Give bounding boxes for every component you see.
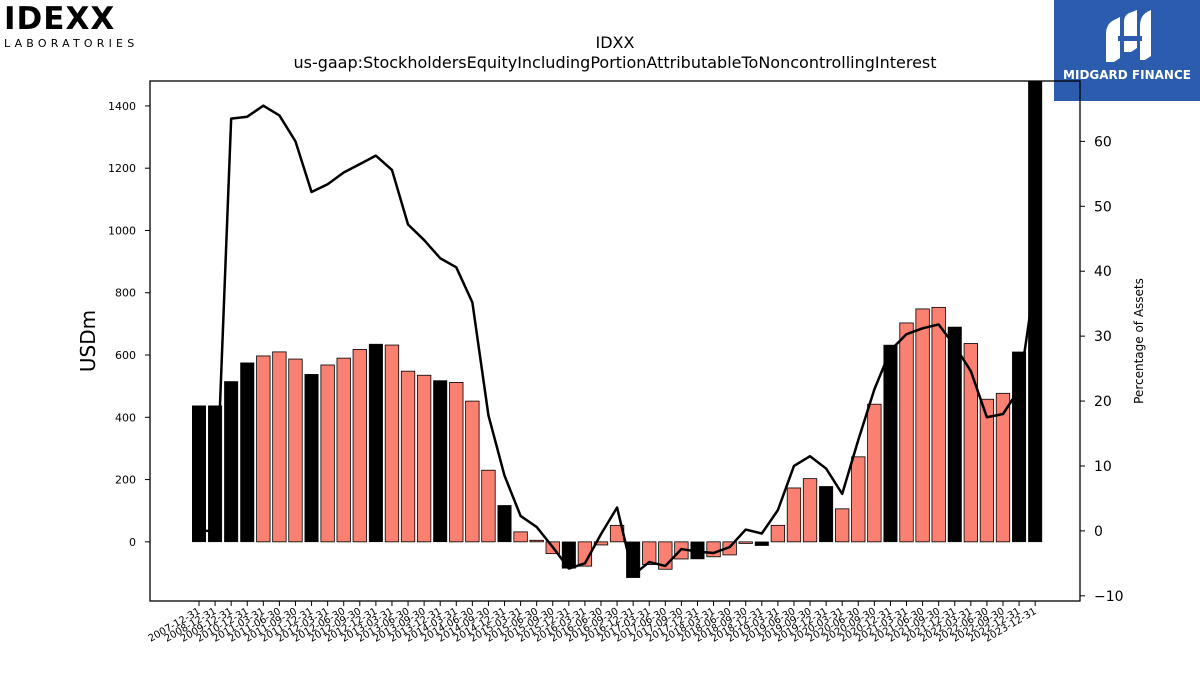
y2-tick-label: 10 [1094, 459, 1112, 475]
y2-tick-label: 60 [1094, 134, 1112, 150]
x-axis-ticks: 2007-12-312008-12-312009-12-312010-12-31… [147, 601, 1039, 645]
plot-frame [149, 80, 1081, 602]
bar-2019-06-30 [786, 487, 802, 543]
bar-2020-12-31 [883, 344, 898, 543]
bars-layer [192, 80, 1043, 578]
bar-2022-03-31 [963, 343, 978, 543]
bar-2019-03-31 [770, 524, 786, 543]
y2-tick-label: 40 [1094, 264, 1112, 280]
y-tick-label: 0 [129, 536, 136, 549]
bar-2013-12-31 [433, 380, 448, 543]
bar-2018-09-30 [738, 541, 753, 544]
bar-2015-03-31 [513, 531, 528, 543]
bar-2011-03-31 [256, 355, 271, 543]
bar-2007-12-31 [192, 405, 206, 543]
bar-2012-03-31 [320, 364, 335, 543]
bar-2012-09-30 [352, 349, 367, 543]
y2-tick-label: 20 [1094, 394, 1112, 410]
y2-axis-ticks: −10 0 10 20 30 40 50 60 [1080, 134, 1124, 605]
chart-title: IDXX [596, 33, 635, 52]
bar-2016-12-31 [626, 541, 641, 578]
bar-2022-06-30 [979, 398, 995, 543]
bar-2020-09-30 [867, 403, 882, 543]
bar-2012-06-30 [336, 357, 351, 543]
y-tick-label: 800 [115, 287, 136, 300]
bar-2019-09-30 [802, 478, 818, 543]
chart-subtitle: us-gaap:StockholdersEquityIncludingPorti… [293, 53, 936, 72]
midgard-finance-logo: MIDGARD FINANCE [1054, 0, 1200, 101]
bar-2020-03-31 [835, 508, 850, 543]
idexx-logo-word: IDEXX [4, 1, 116, 37]
bar-2010-12-31 [240, 362, 255, 543]
bar-2018-12-31 [754, 541, 769, 546]
idexx-logo-sub: LABORATORIES [4, 37, 139, 50]
y2-tick-label: 0 [1094, 524, 1103, 540]
y2-tick-label: 50 [1094, 199, 1112, 215]
midgard-emblem-icon [1106, 10, 1151, 62]
bar-2022-12-31 [1012, 351, 1027, 543]
bar-2015-06-30 [529, 539, 544, 543]
bar-2015-12-31 [561, 541, 576, 569]
percentage-line [199, 104, 1037, 577]
bar-2011-12-31 [304, 374, 319, 543]
bar-2012-12-31 [368, 343, 383, 543]
bar-2013-09-30 [416, 374, 432, 543]
y2-axis-label: Percentage of Assets [1132, 278, 1146, 404]
bar-2014-09-30 [481, 469, 496, 543]
bar-2009-12-31 [224, 381, 239, 543]
bar-2021-12-31 [947, 326, 962, 543]
y-axis-label: USDm [76, 310, 100, 372]
y2-tick-label: 30 [1094, 329, 1112, 345]
y-tick-label: 600 [115, 349, 136, 362]
bar-2018-03-31 [706, 541, 721, 558]
y-tick-label: 1400 [108, 100, 136, 113]
bar-2011-06-30 [272, 351, 287, 543]
bar-2021-03-31 [899, 322, 914, 543]
y-axis-ticks: 0 200 400 600 800 1000 1200 1400 [108, 100, 150, 549]
bar-2017-03-31 [642, 541, 657, 565]
bar-2013-06-30 [400, 370, 416, 543]
bar-2014-03-31 [449, 382, 464, 543]
bar-2020-06-30 [851, 456, 866, 543]
bar-2019-12-31 [819, 486, 834, 543]
bar-2021-09-30 [931, 306, 946, 543]
bar-2022-09-30 [995, 392, 1011, 543]
bar-2016-03-31 [577, 541, 593, 567]
y-tick-label: 1200 [108, 162, 136, 175]
y-tick-label: 200 [115, 474, 136, 487]
y-tick-label: 1000 [108, 224, 136, 237]
bar-2014-06-30 [465, 400, 480, 543]
bar-2014-12-31 [497, 505, 512, 543]
bar-2016-06-30 [593, 541, 609, 546]
bar-2011-09-30 [288, 358, 303, 543]
y-tick-label: 400 [115, 411, 136, 424]
midgard-finance-label: MIDGARD FINANCE [1063, 68, 1191, 82]
bar-2013-03-31 [384, 344, 400, 543]
bar-2021-06-30 [915, 308, 930, 543]
y2-tick-label: −10 [1094, 589, 1124, 605]
idexx-logo: IDEXX LABORATORIES [4, 1, 154, 51]
